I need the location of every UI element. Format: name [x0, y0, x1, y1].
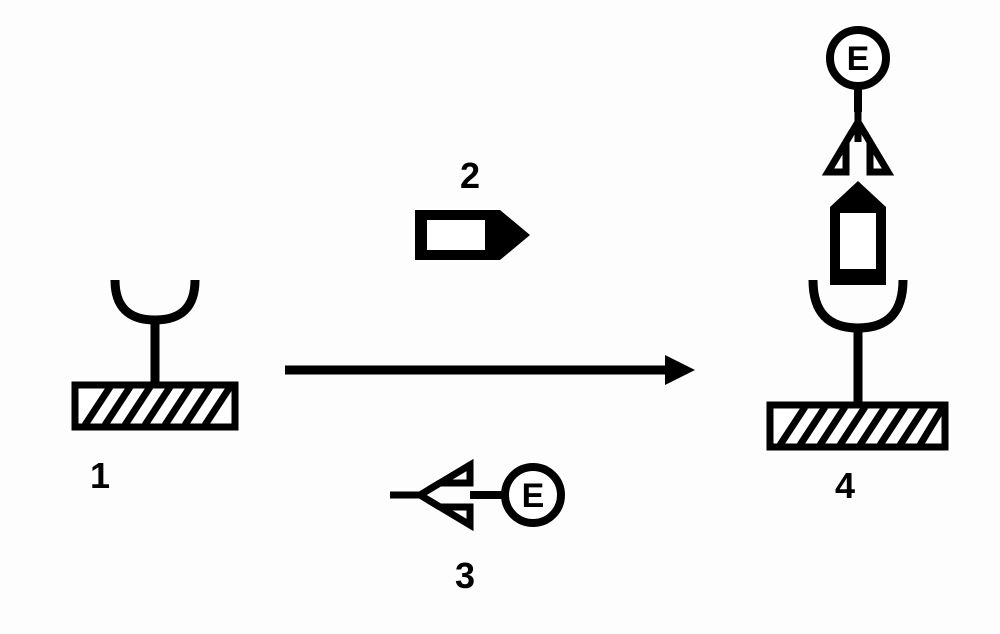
- reaction-arrow-icon: [275, 345, 705, 395]
- label-2: 2: [460, 155, 480, 197]
- label-1: 1: [90, 455, 110, 497]
- sandwich-complex-element: E: [745, 20, 955, 460]
- antigen-element: [405, 195, 545, 275]
- label-3: 3: [455, 555, 475, 597]
- label-4: 4: [835, 465, 855, 507]
- capture-antibody-element: [60, 260, 250, 460]
- svg-text:E: E: [847, 40, 870, 78]
- svg-text:E: E: [522, 477, 545, 515]
- elisa-diagram: 1 2 E 3 E: [0, 0, 1000, 634]
- enzyme-antibody-element: E: [375, 445, 575, 545]
